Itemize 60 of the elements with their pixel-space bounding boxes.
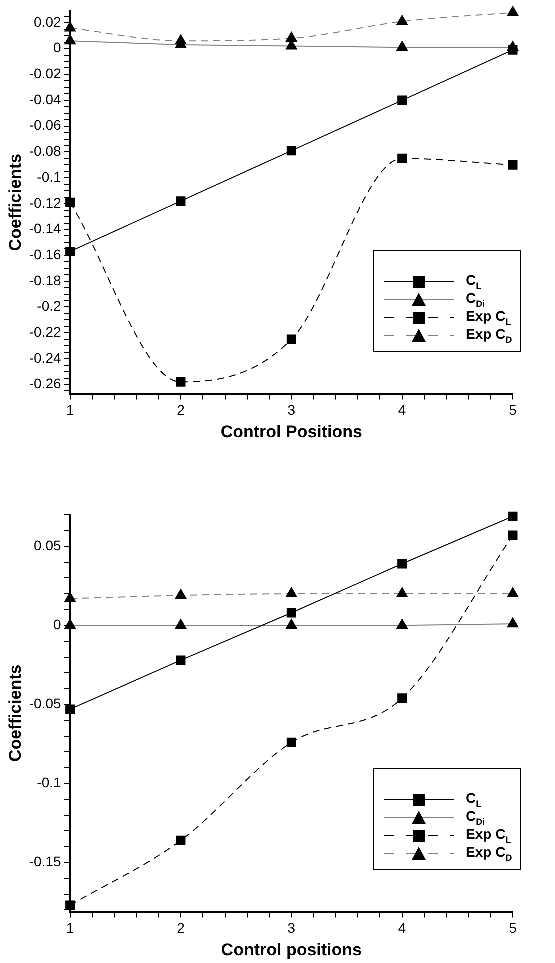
x-tick-label: 1 <box>66 402 74 418</box>
x-tick-label: 3 <box>288 920 296 936</box>
y-tick-label: -0.1 <box>37 774 62 791</box>
y-tick-label: -0.2 <box>37 298 62 314</box>
y-tick-label: -0.22 <box>29 324 62 340</box>
x-tick-label: 4 <box>398 920 406 936</box>
legend-label: Exp C$_{L}$ <box>466 826 512 846</box>
y-axis-title: Coefficients <box>6 154 25 252</box>
point <box>508 512 518 522</box>
point <box>398 96 408 106</box>
point <box>286 738 296 748</box>
x-tick-label: 3 <box>288 402 296 418</box>
y-tick-label: -0.15 <box>29 854 62 870</box>
x-tick-label: 5 <box>509 402 518 418</box>
y-tick-label: 0 <box>54 616 62 633</box>
point <box>508 530 518 540</box>
point <box>66 704 76 714</box>
legend-label: Exp C$_{D}$ <box>466 844 512 864</box>
point <box>508 45 518 55</box>
x-tick-label: 1 <box>66 920 74 936</box>
y-tick-label: 0.02 <box>34 14 62 30</box>
y-tick-label: 0 <box>54 40 62 56</box>
y-tick-label: -0.04 <box>29 91 62 108</box>
y-tick-label: -0.1 <box>37 168 62 185</box>
point <box>398 559 408 569</box>
legend-label: C$_{Di}$ <box>466 808 486 828</box>
y-tick-label: -0.14 <box>29 220 62 237</box>
y-axis-title: Coefficients <box>6 664 25 762</box>
y-tick-label: -0.05 <box>29 696 62 712</box>
point <box>176 196 186 206</box>
point <box>176 836 186 846</box>
point <box>398 694 408 704</box>
legend-label: C$_{Di}$ <box>466 290 486 310</box>
y-tick-label: -0.26 <box>29 376 62 392</box>
point <box>176 377 186 387</box>
y-tick-label: -0.02 <box>29 66 62 82</box>
point <box>286 608 296 618</box>
y-tick-label: -0.08 <box>29 143 62 160</box>
legend-label: Exp C$_{D}$ <box>466 326 512 346</box>
point <box>398 154 408 164</box>
point <box>286 146 296 156</box>
y-tick-label: -0.24 <box>29 350 62 366</box>
point <box>66 198 76 208</box>
y-tick-label: -0.18 <box>29 272 62 288</box>
x-tick-label: 2 <box>177 920 186 936</box>
point <box>176 656 186 666</box>
legend-label: C$_{L}$ <box>466 272 482 292</box>
legend-label: C$_{L}$ <box>466 790 482 810</box>
y-tick-label: 0.05 <box>34 537 62 554</box>
x-tick-label: 4 <box>398 402 406 418</box>
legend-label: Exp C$_{L}$ <box>466 308 512 328</box>
x-axis-title: Control Positions <box>220 422 362 442</box>
x-tick-label: 2 <box>177 402 186 418</box>
y-tick-label: -0.16 <box>29 246 62 262</box>
y-tick-label: -0.12 <box>29 194 62 211</box>
y-tick-label: -0.06 <box>29 117 62 134</box>
x-axis-title: Control positions <box>221 940 362 960</box>
point <box>286 334 296 344</box>
point <box>508 160 518 170</box>
x-tick-label: 5 <box>509 920 518 936</box>
